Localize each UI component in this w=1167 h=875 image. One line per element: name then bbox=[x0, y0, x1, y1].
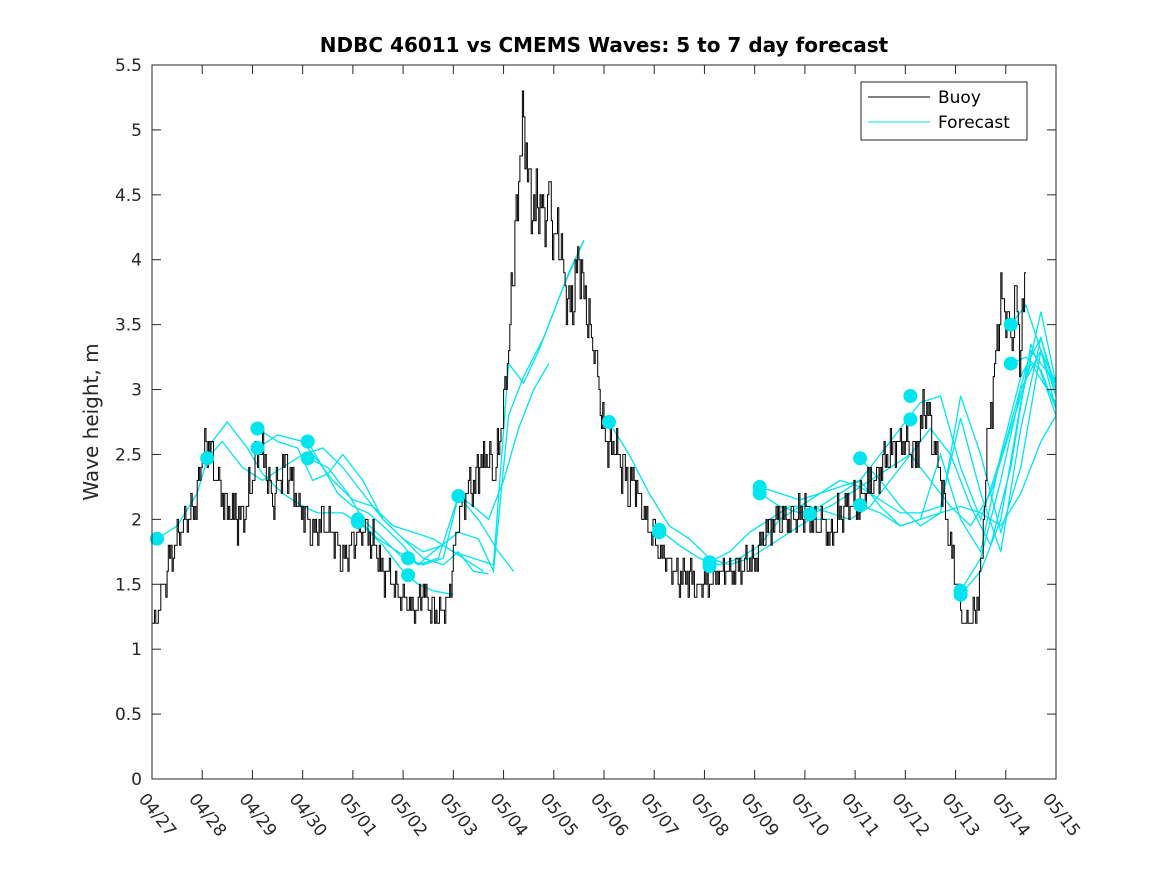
forecast-line-4 bbox=[307, 240, 585, 574]
y-tick-label: 4 bbox=[131, 251, 142, 271]
y-tick-label: 3.5 bbox=[115, 316, 142, 336]
y-tick-label: 1.5 bbox=[115, 575, 142, 595]
forecast-line-6 bbox=[357, 494, 515, 572]
y-tick-label: 2.5 bbox=[115, 445, 142, 465]
forecast-start-marker bbox=[602, 415, 616, 429]
forecast-start-marker bbox=[401, 568, 416, 583]
forecast-start-marker bbox=[250, 421, 265, 436]
y-tick-label: 5 bbox=[131, 121, 142, 141]
forecast-start-marker bbox=[200, 451, 215, 466]
marker-layer bbox=[150, 317, 1018, 602]
forecast-line-5 bbox=[307, 363, 550, 566]
forecast-line-16 bbox=[960, 311, 1057, 596]
legend-forecast-label: Forecast bbox=[938, 113, 1010, 133]
forecast-line-12 bbox=[809, 362, 1057, 527]
forecast-start-marker bbox=[300, 434, 315, 449]
forecast-line-3 bbox=[257, 240, 585, 566]
forecast-line-10 bbox=[759, 337, 1057, 553]
chart-title: NDBC 46011 vs CMEMS Waves: 5 to 7 day fo… bbox=[320, 33, 889, 57]
forecast-start-marker bbox=[903, 389, 918, 403]
forecast-line-14 bbox=[859, 335, 1057, 554]
forecast-line-2 bbox=[257, 427, 489, 575]
y-axis-label: Wave height, m bbox=[79, 343, 103, 500]
forecast-line-13 bbox=[859, 415, 1057, 527]
series-layer bbox=[152, 90, 1057, 624]
forecast-start-marker bbox=[250, 441, 265, 455]
forecast-start-marker bbox=[652, 525, 667, 540]
y-tick-label: 1 bbox=[131, 640, 142, 660]
forecast-start-marker bbox=[853, 498, 868, 513]
forecast-start-marker bbox=[802, 507, 817, 522]
forecast-start-marker bbox=[953, 587, 968, 602]
forecast-start-marker bbox=[401, 551, 416, 566]
buoy-line bbox=[152, 90, 1026, 624]
forecast-start-marker bbox=[752, 486, 767, 501]
y-tick-label: 5.5 bbox=[115, 56, 142, 76]
forecast-start-marker bbox=[853, 451, 868, 466]
y-tick-label: 0.5 bbox=[115, 705, 142, 725]
forecast-start-marker bbox=[1003, 317, 1018, 332]
legend: Buoy Forecast bbox=[860, 81, 1028, 141]
forecast-start-marker bbox=[702, 559, 717, 574]
legend-box bbox=[860, 81, 1028, 141]
forecast-start-marker bbox=[350, 515, 365, 529]
y-tick-label: 0 bbox=[131, 770, 142, 790]
forecast-start-marker bbox=[1003, 356, 1018, 371]
y-tick-label: 4.5 bbox=[115, 186, 142, 206]
forecast-start-marker bbox=[300, 451, 315, 466]
y-tick-label: 3 bbox=[131, 381, 142, 401]
forecast-start-marker bbox=[150, 531, 164, 546]
forecast-start-marker bbox=[451, 489, 466, 503]
forecast-line-15 bbox=[960, 349, 1057, 592]
forecast-start-marker bbox=[903, 412, 918, 427]
forecast-line-7 bbox=[608, 421, 830, 566]
y-tick-label: 2 bbox=[131, 510, 142, 530]
legend-buoy-label: Buoy bbox=[938, 88, 981, 108]
